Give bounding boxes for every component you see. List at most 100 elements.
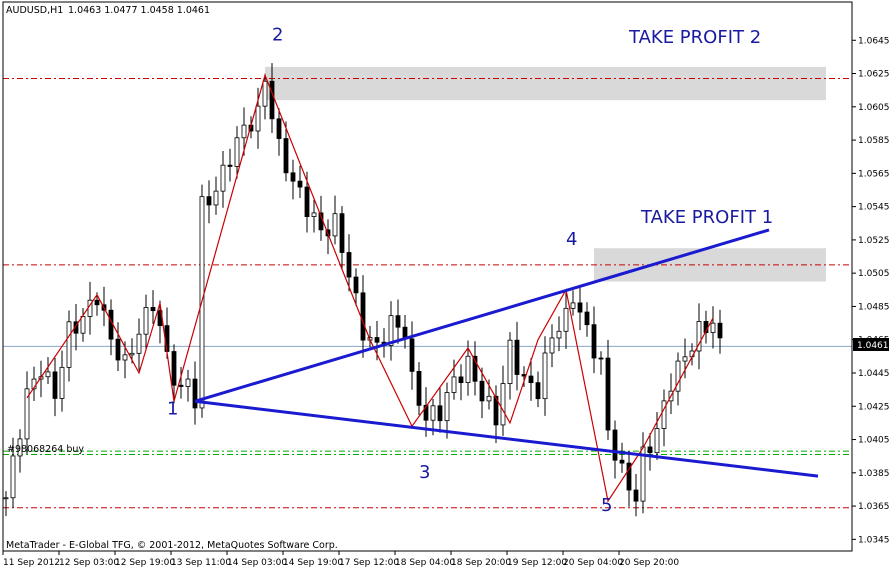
candle-body — [45, 371, 51, 378]
candle-body — [682, 356, 688, 362]
price-tick-label: 1.0645 — [858, 36, 890, 46]
wave-labels-layer: 1 2 3 4 5 — [167, 24, 612, 516]
candle-body — [570, 302, 576, 309]
candle-body — [528, 375, 534, 384]
candle-body — [472, 355, 478, 382]
candle-body — [3, 497, 9, 500]
wave-label-5: 5 — [601, 495, 612, 516]
candle-body — [122, 354, 128, 361]
candle-body — [696, 321, 702, 352]
candle-body — [577, 302, 583, 313]
price-tick-label: 1.0445 — [858, 369, 890, 379]
chart-ohlc: 1.0463 1.0477 1.0458 1.0461 — [68, 5, 210, 16]
time-tick-label: 14 Sep 19:00 — [283, 558, 343, 568]
candle-body — [94, 299, 100, 306]
candle-body — [465, 355, 471, 383]
candle-body — [185, 378, 191, 387]
take-profit-zone — [265, 66, 826, 101]
chart-symbol: AUDUSD,H1 — [6, 5, 63, 16]
current-price-badge: 1.0461 — [853, 338, 889, 351]
candle-body — [220, 164, 226, 192]
candle-body — [654, 428, 660, 454]
candle-body — [192, 378, 198, 409]
candle-body — [24, 388, 30, 440]
candle-body — [647, 446, 653, 454]
candle-body — [115, 338, 121, 361]
price-tick-label: 1.0565 — [858, 169, 890, 179]
trendlines-layer — [194, 228, 819, 478]
candle-body — [339, 213, 345, 253]
candle-body — [500, 383, 506, 426]
candle-body — [423, 404, 429, 421]
candle-body — [213, 190, 219, 206]
candle-body — [619, 459, 625, 464]
time-tick-label: 11 Sep 2012 — [3, 558, 60, 568]
candle-body — [269, 80, 275, 120]
candle-body — [262, 80, 268, 107]
candle-body — [626, 462, 632, 491]
candle-body — [717, 322, 723, 339]
wave-label-2: 2 — [272, 24, 283, 45]
time-tick-label: 17 Sep 12:00 — [339, 558, 399, 568]
candle-body — [276, 118, 282, 139]
candle-body — [458, 376, 464, 383]
candle-body — [150, 307, 156, 312]
candle-body — [290, 172, 296, 182]
candle-body — [437, 405, 443, 422]
candle-body — [549, 337, 555, 354]
candle-body — [10, 455, 16, 499]
time-tick-label: 13 Sep 11:00 — [171, 558, 231, 568]
candle-body — [598, 357, 604, 360]
price-tick-label: 1.0505 — [858, 269, 890, 279]
candle-body — [241, 124, 247, 139]
price-tick-label: 1.0585 — [858, 136, 890, 146]
horizontal-lines-layer — [3, 78, 852, 509]
candle-body — [311, 212, 317, 217]
price-tick-label: 1.0345 — [858, 535, 890, 545]
candle-body — [143, 307, 149, 335]
candle-body — [675, 360, 681, 392]
candle-body — [430, 405, 436, 421]
candle-body — [612, 429, 618, 461]
candle-body — [409, 338, 415, 372]
price-tick-label: 1.0365 — [858, 502, 890, 512]
time-tick-label: 20 Sep 04:00 — [563, 558, 623, 568]
candle-body — [514, 339, 520, 375]
candle-body — [171, 351, 177, 386]
candle-body — [129, 352, 135, 356]
trend-line — [194, 399, 819, 478]
candle-body — [255, 105, 261, 132]
time-tick-label: 18 Sep 20:00 — [451, 558, 511, 568]
candle-body — [416, 370, 422, 406]
price-tick-label: 1.0625 — [858, 70, 890, 80]
price-tick-label: 1.0605 — [858, 103, 890, 113]
candle-body — [633, 489, 639, 502]
candle-body — [710, 322, 716, 333]
candle-body — [479, 380, 485, 402]
time-tick-label: 18 Sep 04:00 — [395, 558, 455, 568]
candle-body — [486, 395, 492, 402]
candle-body — [206, 196, 212, 206]
candle-body — [346, 252, 352, 278]
candle-body — [507, 339, 513, 384]
candle-body — [563, 307, 569, 332]
candle-body — [234, 137, 240, 167]
candle-body — [52, 371, 58, 399]
candle-body — [556, 330, 562, 339]
time-tick-label: 19 Sep 12:00 — [507, 558, 567, 568]
candle-body — [584, 311, 590, 326]
take-profit-label: TAKE PROFIT 1 — [640, 207, 773, 228]
candle-body — [493, 395, 499, 426]
candle-body — [59, 366, 65, 399]
copyright-text: MetaTrader - E-Global TFG, © 2001-2012, … — [6, 540, 338, 551]
candle-body — [332, 213, 338, 237]
candle-body — [227, 164, 233, 167]
candle-body — [66, 321, 72, 368]
price-tick-label: 1.0385 — [858, 469, 890, 479]
wave-label-4: 4 — [566, 229, 577, 250]
candle-body — [388, 315, 394, 346]
current-price-value: 1.0461 — [857, 341, 889, 351]
time-tick-label: 12 Sep 03:00 — [59, 558, 119, 568]
